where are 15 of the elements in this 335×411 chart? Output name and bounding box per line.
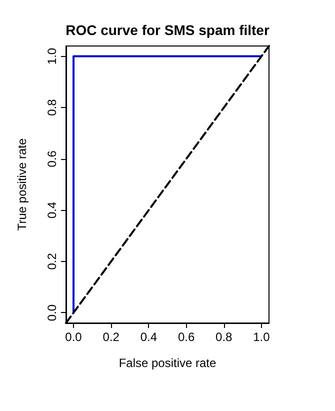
y-tick-label: 0.4: [45, 201, 59, 218]
x-tick-label: 0.2: [102, 330, 120, 344]
y-tick-label: 0.2: [45, 252, 59, 270]
x-tick-label: 0.6: [178, 330, 195, 344]
x-tick-label: 0.0: [65, 330, 82, 344]
y-tick-label: 0.8: [45, 98, 59, 116]
y-axis-title: True positive rate: [15, 138, 29, 231]
chart-title: ROC curve for SMS spam filter: [66, 22, 270, 38]
y-tick-label: 1.0: [45, 48, 59, 65]
x-axis-title: False positive rate: [118, 356, 217, 370]
y-tick-label: 0.0: [45, 304, 59, 322]
x-tick-label: 1.0: [253, 330, 270, 344]
x-tick-label: 0.8: [216, 330, 233, 344]
x-tick-label: 0.4: [140, 330, 158, 344]
y-tick-label: 0.6: [45, 150, 59, 168]
